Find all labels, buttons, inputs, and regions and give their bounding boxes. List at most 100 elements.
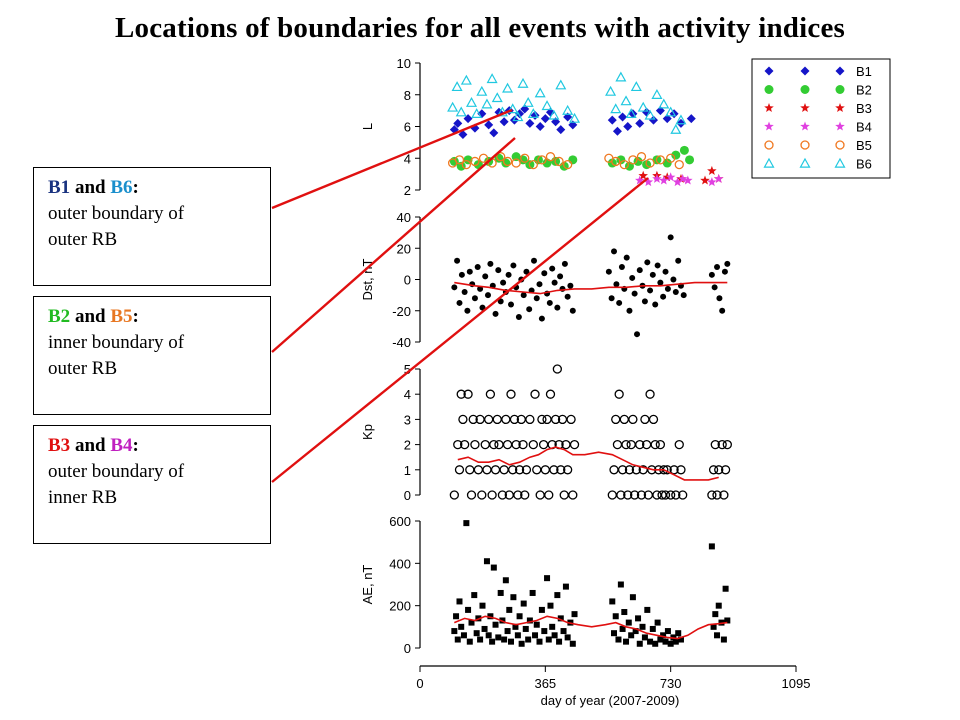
data-point [617, 465, 628, 475]
data-point [605, 268, 612, 275]
legend-entry-b5: B5 [856, 138, 872, 153]
data-point [660, 293, 667, 300]
data-point [672, 638, 679, 645]
data-point [720, 636, 727, 643]
data-point [453, 613, 460, 620]
data-point [686, 114, 696, 124]
data-point [641, 298, 648, 305]
data-point [531, 257, 538, 264]
data-point [680, 292, 687, 299]
data-point [491, 92, 503, 103]
data-point [501, 636, 508, 643]
data-point [611, 248, 618, 255]
data-point [722, 585, 729, 592]
data-point [546, 299, 553, 306]
data-point [628, 155, 638, 165]
panel-l: 2 4 6 8 10 L [360, 56, 724, 198]
data-point [468, 619, 475, 626]
legend-marker [800, 121, 810, 131]
data-point [655, 439, 666, 450]
data-point [623, 638, 630, 645]
data-point [648, 414, 659, 425]
data-point [496, 152, 506, 162]
data-point [618, 112, 628, 122]
data-point [636, 640, 643, 647]
data-point [708, 271, 715, 278]
data-point [671, 490, 681, 500]
data-point [626, 439, 636, 450]
data-point [532, 465, 542, 475]
data-point [569, 640, 576, 647]
data-point [616, 155, 626, 165]
data-point [561, 260, 568, 267]
data-point [480, 439, 490, 450]
data-point [520, 292, 527, 299]
data-point [485, 632, 492, 639]
legend-entry-b2: B2 [856, 83, 872, 98]
data-point [537, 414, 547, 425]
legend-marker [800, 140, 810, 150]
data-point [521, 465, 532, 475]
data-point [451, 284, 458, 291]
data-point [613, 281, 620, 288]
data-point [722, 439, 732, 450]
callout-connector-line [271, 108, 513, 210]
data-point [700, 175, 710, 185]
legend-entry-b6: B6 [856, 157, 872, 172]
callout-b1-b6: B1 and B6: outer boundary of outer RB [33, 167, 271, 286]
data-point [657, 636, 664, 643]
data-point [533, 621, 540, 628]
data-point [511, 152, 521, 162]
data-point [707, 490, 717, 500]
data-point [724, 260, 731, 267]
data-point [541, 270, 548, 277]
data-point [466, 268, 473, 275]
data-point [525, 636, 532, 643]
legend-marker [834, 157, 846, 168]
data-point [458, 623, 465, 630]
data-point [468, 414, 478, 425]
data-point [512, 623, 519, 630]
data-point [720, 465, 731, 475]
data-point [500, 279, 507, 286]
callout-colon: : [132, 177, 139, 198]
data-point [499, 465, 509, 475]
data-point [621, 439, 631, 450]
data-point [609, 598, 616, 605]
data-point [629, 274, 636, 281]
data-point [637, 101, 649, 112]
panel-ae: 0 200 400 600 AE, nT 0 365 730 1095 day of year (… [360, 514, 810, 708]
data-point [667, 640, 674, 647]
legend-marker [800, 103, 810, 112]
data-point [460, 74, 472, 85]
callout-line: outer boundary of [48, 203, 185, 224]
data-point [649, 625, 656, 632]
data-point [605, 85, 617, 96]
y-tick-label: 4 [404, 151, 411, 166]
y-tick-label: 0 [404, 641, 411, 656]
y-tick-label: -40 [392, 335, 411, 350]
data-point [497, 589, 504, 596]
data-point [489, 128, 499, 138]
data-point [453, 439, 463, 450]
y-axis-label: Kp [360, 424, 375, 440]
data-point [617, 581, 624, 588]
data-point [502, 439, 513, 450]
y-tick-label: 6 [404, 120, 411, 135]
data-point [541, 100, 553, 111]
series-dst-1 [454, 281, 728, 295]
data-point [534, 87, 546, 98]
data-point [487, 490, 497, 500]
data-point [484, 120, 494, 130]
data-point [506, 389, 516, 399]
data-point [666, 153, 676, 163]
data-point [611, 156, 621, 167]
data-point [708, 543, 715, 550]
data-point [620, 95, 632, 106]
data-point [611, 414, 621, 425]
data-point [451, 628, 458, 635]
legend-marker [764, 140, 774, 150]
data-point [664, 285, 671, 292]
data-point [670, 276, 677, 283]
data-point [507, 103, 519, 114]
